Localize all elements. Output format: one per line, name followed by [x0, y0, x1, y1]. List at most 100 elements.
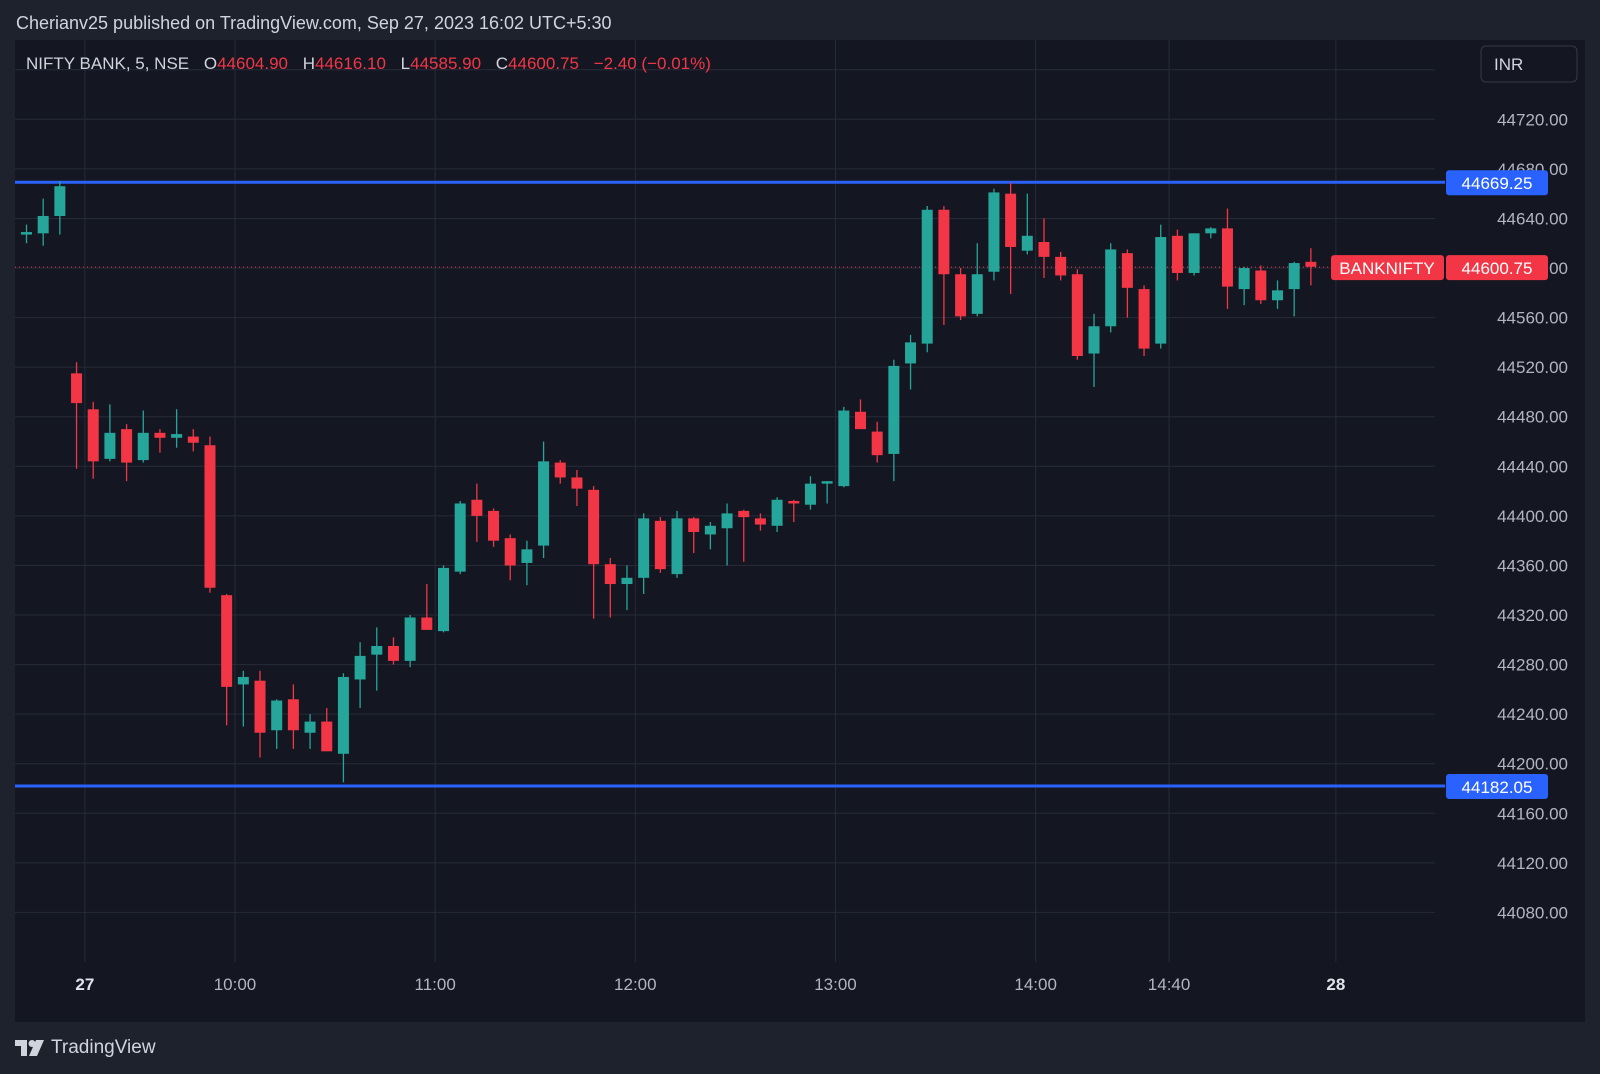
level-price-badge [1446, 170, 1548, 196]
candle [1038, 218, 1050, 278]
candle-body [387, 645, 399, 661]
candle [721, 503, 733, 566]
current-price-label: 44600.75 [1462, 259, 1533, 278]
candle-body [554, 462, 566, 478]
legend-close-value: 44600.75 [508, 54, 579, 73]
candle-body [604, 564, 616, 585]
candle [905, 334, 917, 390]
candle [438, 565, 449, 633]
candle [221, 593, 233, 726]
grid [15, 40, 1435, 962]
price-tick-label: 44320.00 [1497, 606, 1568, 625]
candle-body [654, 520, 666, 570]
price-tick-label: 44240.00 [1497, 705, 1568, 724]
candle-body [988, 192, 1000, 272]
candle-body [1071, 274, 1083, 357]
candle-body [1038, 241, 1050, 257]
candle-body [1221, 228, 1233, 287]
candle-body [704, 525, 716, 535]
candle-body [671, 518, 683, 575]
candle [1238, 266, 1250, 306]
legend-high-label: H [303, 54, 315, 73]
candle-body [1105, 249, 1117, 327]
current-price-badge [1446, 255, 1548, 281]
tradingview-logo-icon[interactable] [15, 1040, 45, 1056]
candle [988, 188, 1000, 281]
candle [538, 441, 550, 559]
candle [104, 404, 116, 462]
candle-body [1055, 256, 1067, 276]
candle [1205, 227, 1217, 239]
candle [287, 684, 299, 749]
candle-body [1255, 270, 1267, 301]
candle [37, 198, 49, 246]
publisher-line: Cherianv25 published on TradingView.com,… [16, 13, 612, 33]
legend-low-value: 44585.90 [410, 54, 481, 73]
candle-body [221, 595, 233, 687]
candle [54, 181, 66, 235]
chart-area[interactable]: 44760.0044720.0044680.0044640.0044600.00… [15, 40, 1585, 1022]
candle [1155, 224, 1167, 349]
candle [888, 359, 900, 482]
brand-name[interactable]: TradingView [51, 1037, 156, 1058]
time-tick-label: 28 [1326, 975, 1345, 994]
candle-body [721, 513, 733, 529]
candles [21, 181, 1317, 783]
candle-body [287, 699, 299, 731]
candle-body [254, 680, 266, 733]
candle [771, 497, 783, 532]
candle-body [738, 510, 750, 518]
svg-text:NIFTY BANK, 5, NSE O44: NIFTY BANK, 5, NSE O44604.90 H44616.10 L… [26, 54, 711, 73]
candle [371, 627, 383, 691]
candle-body [804, 483, 816, 505]
candle-body [121, 429, 133, 463]
candle [354, 642, 366, 708]
candle-body [1121, 253, 1133, 288]
legend-open-value: 44604.90 [217, 54, 288, 73]
candle-body [204, 445, 216, 588]
candle [1288, 261, 1300, 317]
price-labels: 44669.25 44182.05 BANKNIFTY 44600.75 [1331, 170, 1548, 799]
candle-body [471, 499, 483, 516]
candle [821, 481, 833, 504]
candle [237, 670, 249, 727]
price-tick-label: 44080.00 [1497, 903, 1568, 922]
candle [154, 429, 166, 453]
candle-body [404, 617, 416, 661]
footer: TradingView [15, 1036, 156, 1060]
candle [121, 424, 133, 482]
candlestick-chart[interactable]: 44760.0044720.0044680.0044640.0044600.00… [15, 40, 1585, 1022]
candle [254, 670, 266, 758]
candle [554, 460, 566, 484]
candle [321, 707, 333, 752]
candle-body [638, 518, 650, 578]
symbol-badge-label: BANKNIFTY [1339, 259, 1434, 278]
candle [855, 399, 866, 430]
candle-body [304, 721, 316, 733]
candle [171, 409, 183, 448]
time-axis[interactable]: 27 10:00 11:00 12:00 13:00 14:00 14:40 28 [75, 975, 1345, 994]
legend-symbol: NIFTY BANK, 5, NSE [26, 54, 189, 73]
candle [1088, 313, 1100, 387]
candle-body [855, 411, 866, 430]
candle-body [1155, 237, 1167, 344]
candle-body [771, 499, 783, 526]
candle-body [905, 342, 917, 364]
candle [1255, 265, 1267, 304]
price-tick-label: 44400.00 [1497, 507, 1568, 526]
candle-body [588, 489, 600, 565]
candle-body [421, 617, 433, 630]
candle-body [938, 209, 950, 275]
price-tick-label: 44200.00 [1497, 755, 1568, 774]
candle-body [1138, 289, 1150, 349]
legend-high-value: 44616.10 [315, 54, 386, 73]
price-tick-label: 44720.00 [1497, 110, 1568, 129]
candle [87, 401, 99, 479]
candle [1305, 248, 1317, 286]
candle-body [1272, 290, 1283, 301]
level-price-badge [1446, 773, 1548, 799]
candle-body [504, 538, 516, 566]
currency-button[interactable]: INR [1480, 45, 1578, 83]
time-tick-label: 12:00 [614, 975, 657, 994]
candle-body [754, 518, 766, 525]
